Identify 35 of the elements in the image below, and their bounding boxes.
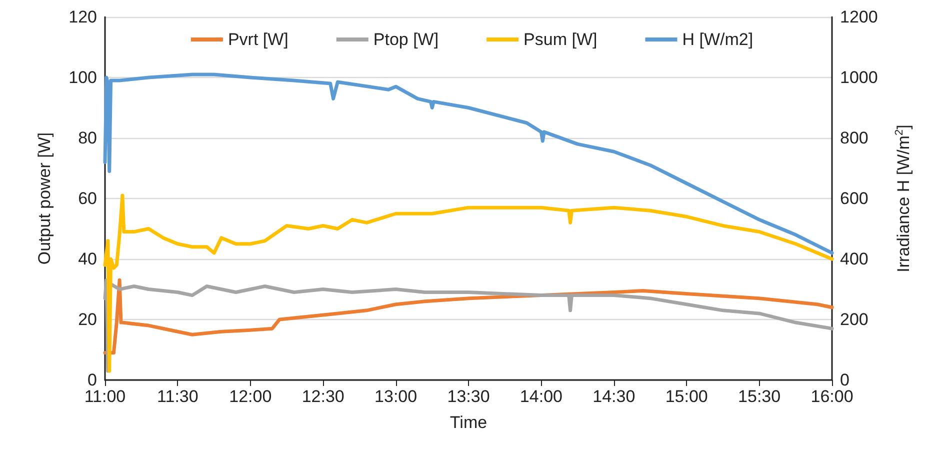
y-tick-label: 60: [78, 189, 97, 208]
y2-tick-label: 1200: [840, 8, 878, 26]
x-tick-label: 15:00: [665, 387, 708, 406]
x-tick-label: 13:00: [374, 387, 418, 406]
y-tick-label: 100: [68, 68, 97, 87]
y-tick-label: 40: [78, 250, 97, 268]
x-tick-label: 16:00: [810, 387, 854, 406]
y-tick-label: 120: [68, 8, 97, 26]
y-tick-label: 80: [78, 128, 97, 148]
x-tick-label: 15:30: [738, 387, 781, 406]
x-tick-label: 11:30: [157, 387, 198, 406]
x-tick-label: 12:30: [302, 387, 344, 406]
y-axis-title: Output power [W]: [35, 132, 54, 265]
y2-tick-label: 800: [840, 128, 868, 148]
x-tick-label: 13:30: [447, 387, 490, 406]
line-series: [103, 72, 834, 255]
y-tick-label: 0: [88, 370, 97, 390]
legend-label: H [W/m2]: [682, 30, 754, 49]
legend-label: Ptop [W]: [373, 30, 439, 49]
x-tick-label: 14:30: [592, 387, 636, 406]
y2-tick-label: 1000: [840, 68, 878, 87]
x-axis-title: Time: [450, 413, 488, 432]
legend-label: Pvrt [W]: [228, 30, 288, 49]
y2-tick-label: 0: [840, 370, 850, 390]
line-series: [103, 278, 834, 355]
legend-label: Psum [W]: [524, 30, 598, 49]
y-tick-label: 20: [78, 310, 97, 329]
y2-axis-title: Irradiance H [W/m2]: [894, 124, 913, 272]
x-tick-label: 11:00: [84, 387, 126, 406]
line-series: [103, 194, 834, 373]
y2-tick-label: 600: [840, 189, 868, 208]
x-tick-label: 12:00: [229, 387, 272, 406]
y2-tick-label: 200: [840, 310, 868, 329]
x-tick-label: 14:00: [520, 387, 562, 406]
y2-tick-label: 400: [840, 250, 868, 268]
